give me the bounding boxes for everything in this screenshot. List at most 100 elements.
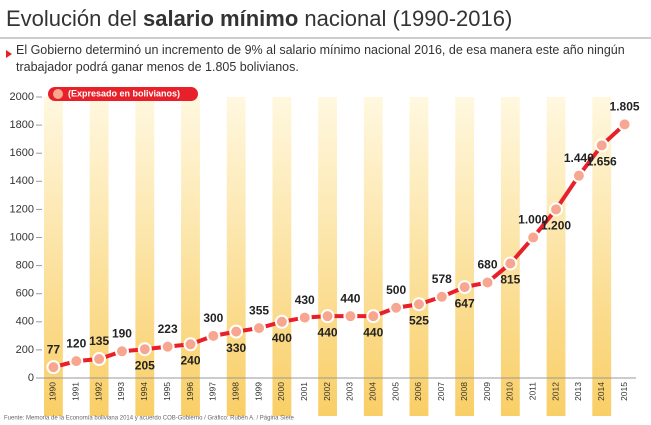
- x-tick-label: 1997: [208, 382, 218, 401]
- x-tick-label: 1996: [185, 382, 195, 401]
- value-label: 205: [135, 358, 155, 372]
- point: [320, 309, 335, 324]
- x-tick-label: 2015: [619, 382, 629, 401]
- plot: 0 200 400 600 800 1000 1200 1400 1600 1800 2000 77 1…: [10, 91, 640, 416]
- value-label: 1.000: [518, 213, 548, 227]
- point: [69, 354, 84, 369]
- y-tick-label: 800: [16, 260, 34, 272]
- column-stripe: [546, 97, 566, 416]
- value-label: 430: [295, 293, 315, 307]
- value-label: 500: [386, 283, 406, 297]
- subtitle-box: El Gobierno determinó un incremento de 9…: [16, 43, 625, 74]
- x-tick-label: 2004: [368, 382, 378, 401]
- y-tick-label: 0: [28, 372, 34, 384]
- point: [206, 328, 221, 343]
- column-stripe: [363, 97, 383, 416]
- x-tick-label: 1990: [48, 382, 58, 401]
- value-label: 1.656: [587, 155, 617, 169]
- x-tick-label: 1992: [93, 382, 103, 401]
- x-tick-label: 2014: [596, 382, 606, 401]
- y-tick-label: 600: [16, 288, 34, 300]
- column-stripe: [181, 97, 200, 416]
- x-tick-label: 2009: [482, 382, 492, 401]
- subtitle: El Gobierno determinó un incremento de 9…: [16, 43, 625, 74]
- x-tick-label: 1994: [139, 382, 149, 401]
- point: [480, 275, 495, 290]
- y-tick-label: 400: [16, 316, 34, 328]
- value-label: 440: [340, 291, 360, 305]
- column-stripe: [318, 97, 337, 416]
- point: [46, 360, 61, 375]
- y-tick-label: 1200: [10, 203, 34, 215]
- value-label: 1.805: [610, 100, 640, 114]
- value-label: 120: [66, 336, 86, 350]
- x-tick-label: 2001: [299, 382, 309, 401]
- value-label: 1.200: [541, 219, 571, 233]
- value-label: 1.440: [564, 151, 594, 165]
- value-label: 355: [249, 303, 269, 317]
- value-label: 815: [500, 273, 520, 287]
- column-stripe: [272, 97, 292, 416]
- point: [617, 117, 632, 132]
- point: [594, 138, 609, 153]
- chart-title: Evolución del salario mínimo nacional (1…: [6, 6, 512, 31]
- x-tick-label: 1998: [230, 382, 240, 401]
- y-tick-label: 2000: [10, 91, 34, 103]
- point: [457, 280, 472, 295]
- x-tick-label: 2013: [573, 382, 583, 401]
- column-stripe: [44, 97, 63, 416]
- point: [389, 300, 404, 315]
- value-label: 223: [158, 322, 178, 336]
- point: [571, 168, 586, 183]
- y-tick-label: 1600: [10, 147, 34, 159]
- y-tick-label: 1000: [10, 231, 34, 243]
- x-tick-label: 2011: [527, 382, 537, 401]
- x-tick-label: 2010: [505, 382, 515, 401]
- column-stripe: [135, 97, 155, 416]
- x-tick-label: 1995: [162, 382, 172, 401]
- value-label: 77: [47, 342, 61, 356]
- value-label: 190: [112, 326, 132, 340]
- y-tick-label: 200: [16, 344, 34, 356]
- value-label: 135: [89, 334, 109, 348]
- value-label: 578: [432, 272, 452, 286]
- value-label: 647: [455, 296, 475, 310]
- point: [114, 344, 129, 359]
- point: [252, 321, 267, 336]
- x-tick-label: 2000: [276, 382, 286, 401]
- value-label: 440: [363, 325, 383, 339]
- point: [503, 256, 518, 271]
- bullet: [6, 50, 12, 58]
- x-tick-label: 1991: [71, 382, 81, 401]
- value-label: 330: [226, 341, 246, 355]
- point: [411, 297, 426, 312]
- x-tick-label: 2005: [390, 382, 400, 401]
- point: [160, 339, 175, 354]
- point: [343, 309, 358, 324]
- value-label: 525: [409, 313, 429, 327]
- column-stripe: [226, 97, 246, 416]
- point: [297, 310, 312, 325]
- value-label: 300: [203, 311, 223, 325]
- y-tick-label: 1800: [10, 119, 34, 131]
- source: Fuente: Memoria de la Economía boliviana…: [4, 416, 294, 422]
- unit-dot: [53, 89, 63, 99]
- column-stripe: [89, 97, 109, 416]
- x-tick-label: 2007: [436, 382, 446, 401]
- x-tick-label: 2003: [345, 382, 355, 401]
- x-tick-label: 2002: [322, 382, 332, 401]
- point: [137, 342, 152, 357]
- x-tick-label: 2008: [459, 382, 469, 401]
- y-tick-label: 1400: [10, 175, 34, 187]
- x-tick-label: 1993: [116, 382, 126, 401]
- point: [549, 202, 564, 217]
- point: [434, 289, 449, 304]
- unit-pill: [48, 87, 198, 101]
- x-tick-label: 1999: [253, 382, 263, 401]
- value-label: 240: [180, 353, 200, 367]
- column-stripe: [409, 97, 429, 416]
- point: [92, 352, 107, 367]
- column-stripe: [455, 97, 475, 416]
- value-label: 400: [272, 331, 292, 345]
